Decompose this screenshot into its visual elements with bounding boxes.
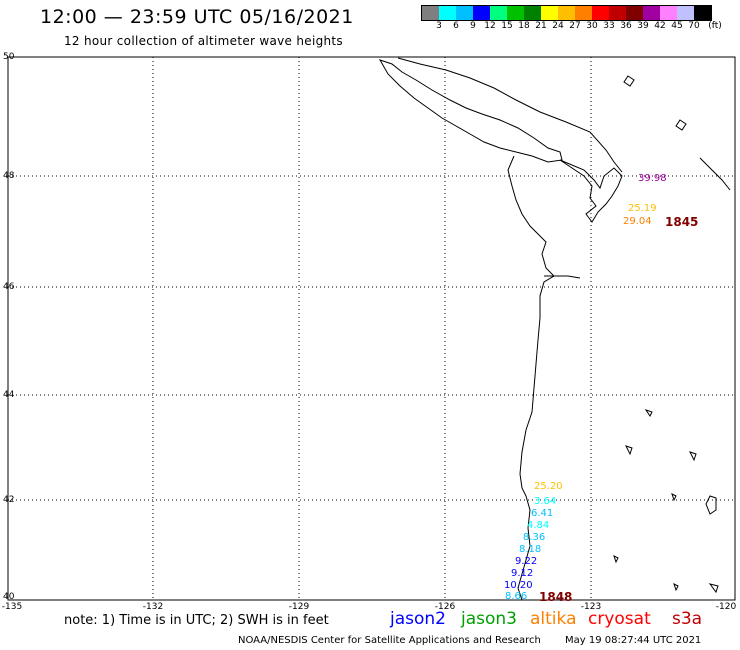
legend-label: 3 bbox=[436, 21, 442, 31]
lat-label: 42 bbox=[3, 495, 15, 505]
legend-swatch bbox=[694, 6, 711, 20]
wave-height-value: 39.98 bbox=[638, 173, 667, 184]
lat-label: 48 bbox=[3, 171, 15, 181]
lon-label: -120 bbox=[715, 602, 737, 612]
river-ne bbox=[699, 157, 731, 191]
legend-label: 42 bbox=[654, 21, 666, 31]
mission-cryosat: cryosat bbox=[588, 609, 651, 629]
legend-swatch bbox=[660, 6, 677, 20]
color-legend bbox=[421, 5, 712, 21]
legend-swatch bbox=[422, 6, 439, 20]
lat-label: 50 bbox=[3, 52, 15, 62]
wave-height-value: 10.20 bbox=[504, 580, 533, 591]
wave-height-value: 9.12 bbox=[511, 568, 534, 579]
generated-timestamp: May 19 08:27:44 UTC 2021 bbox=[565, 635, 702, 646]
legend-unit: (ft) bbox=[708, 21, 722, 31]
legend-label: 70 bbox=[688, 21, 700, 31]
legend-label: 45 bbox=[671, 21, 683, 31]
legend-swatch bbox=[524, 6, 541, 20]
wave-height-value: 8.18 bbox=[519, 544, 542, 555]
island-ne bbox=[675, 119, 687, 131]
legend-label: 12 bbox=[484, 21, 496, 31]
lake-8 bbox=[673, 583, 679, 592]
legend-label: 39 bbox=[637, 21, 649, 31]
legend-swatch bbox=[609, 6, 626, 20]
legend-swatch bbox=[643, 6, 660, 20]
legend-label: 21 bbox=[535, 21, 547, 31]
legend-label: 30 bbox=[586, 21, 598, 31]
page-title: 12:00 — 23:59 UTC 05/16/2021 bbox=[40, 6, 354, 28]
wave-height-value: 25.19 bbox=[628, 203, 657, 214]
legend-swatch bbox=[507, 6, 524, 20]
columbia-river bbox=[544, 275, 581, 279]
legend-swatch bbox=[541, 6, 558, 20]
legend-label: 33 bbox=[603, 21, 615, 31]
lake-6 bbox=[613, 555, 619, 564]
lake-1 bbox=[644, 409, 653, 417]
island-east bbox=[623, 75, 635, 87]
legend-swatch bbox=[473, 6, 490, 20]
puget-sound bbox=[559, 159, 623, 223]
lat-label: 44 bbox=[3, 390, 15, 400]
lake-7 bbox=[708, 583, 719, 594]
legend-label: 18 bbox=[518, 21, 530, 31]
mission-s3a: s3a bbox=[672, 609, 703, 629]
lon-label: -129 bbox=[288, 602, 310, 612]
legend-swatch bbox=[456, 6, 473, 20]
legend-label: 27 bbox=[569, 21, 581, 31]
legend-swatch bbox=[677, 6, 694, 20]
legend-label: 24 bbox=[552, 21, 564, 31]
lake-3 bbox=[689, 451, 697, 462]
vancouver-island bbox=[378, 59, 563, 163]
lat-label: 46 bbox=[3, 282, 15, 292]
legend-label: 36 bbox=[620, 21, 632, 31]
wave-height-value: 8.36 bbox=[523, 532, 546, 543]
wa-or-coast bbox=[507, 155, 555, 601]
legend-swatch bbox=[626, 6, 643, 20]
legend-swatch bbox=[439, 6, 456, 20]
pass-time-label: 1848 bbox=[539, 590, 573, 604]
legend-swatch bbox=[592, 6, 609, 20]
wave-height-value: 8.66 bbox=[505, 591, 528, 602]
wave-height-value: 29.04 bbox=[623, 216, 652, 227]
credit-footer: NOAA/NESDIS Center for Satellite Applica… bbox=[238, 635, 541, 646]
wave-height-value: 9.22 bbox=[515, 556, 538, 567]
pass-time-label: 1845 bbox=[665, 215, 699, 229]
wave-height-value: 25.20 bbox=[534, 481, 563, 492]
map-frame bbox=[7, 56, 736, 601]
legend-swatch bbox=[490, 6, 507, 20]
lon-label: -123 bbox=[580, 602, 602, 612]
legend-swatch bbox=[575, 6, 592, 20]
page-subtitle: 12 hour collection of altimeter wave hei… bbox=[64, 34, 343, 48]
legend-label: 9 bbox=[470, 21, 476, 31]
mainland-coast-north bbox=[397, 57, 623, 173]
lat-label: 40 bbox=[3, 592, 15, 602]
coastline bbox=[378, 57, 731, 601]
mission-jason3: jason3 bbox=[461, 609, 517, 629]
lon-label: -126 bbox=[434, 602, 456, 612]
map-grid bbox=[8, 57, 735, 600]
units-note: note: 1) Time is in UTC; 2) SWH is in fe… bbox=[64, 613, 329, 628]
lon-label: -132 bbox=[142, 602, 164, 612]
legend-swatch bbox=[558, 6, 575, 20]
mission-altika: altika bbox=[530, 609, 577, 629]
lon-label: -135 bbox=[1, 602, 23, 612]
legend-label: 15 bbox=[501, 21, 513, 31]
lake-4 bbox=[705, 495, 717, 515]
lake-2 bbox=[625, 445, 633, 456]
wave-height-value: 3.64 bbox=[534, 496, 557, 507]
wave-height-value: 6.41 bbox=[531, 508, 554, 519]
wave-height-value: 4.84 bbox=[527, 520, 550, 531]
mission-jason2: jason2 bbox=[390, 609, 446, 629]
lake-5 bbox=[671, 493, 677, 502]
legend-label: 6 bbox=[453, 21, 459, 31]
